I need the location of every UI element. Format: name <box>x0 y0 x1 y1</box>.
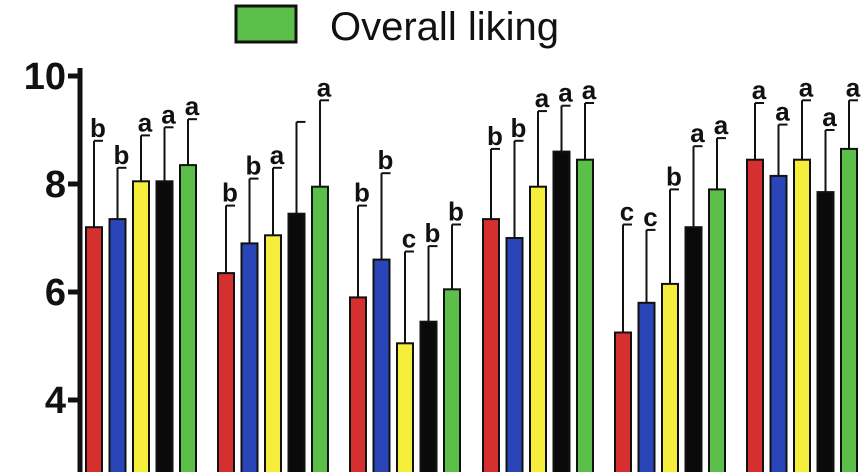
bar <box>614 331 632 472</box>
y-tick-label: 4 <box>45 380 66 422</box>
significance-letter: b <box>511 113 527 143</box>
significance-letter: c <box>643 202 657 232</box>
bar <box>155 180 174 472</box>
bar <box>793 158 811 472</box>
significance-letter: b <box>378 145 394 175</box>
significance-letter: a <box>822 102 837 132</box>
significance-letter: b <box>222 178 238 208</box>
significance-letter: b <box>448 197 464 227</box>
significance-letter: a <box>185 91 200 121</box>
bar <box>816 191 835 472</box>
significance-letter: a <box>161 99 176 129</box>
y-tick-label: 10 <box>24 56 66 98</box>
bar <box>132 180 150 472</box>
bar <box>443 288 461 472</box>
bar <box>552 150 571 472</box>
significance-letter: b <box>425 218 441 248</box>
bar <box>240 242 259 472</box>
bar <box>85 226 103 472</box>
significance-letter: a <box>535 83 550 113</box>
significance-letter: b <box>90 113 106 143</box>
significance-letter: c <box>620 197 634 227</box>
bar <box>840 147 858 472</box>
bar <box>396 342 414 472</box>
y-tick-label: 8 <box>45 164 66 206</box>
y-tick-label: 6 <box>45 272 66 314</box>
significance-letter: b <box>666 161 682 191</box>
significance-letter: a <box>752 75 767 105</box>
significance-letter: a <box>582 75 597 105</box>
significance-letter: c <box>402 224 416 254</box>
significance-letter: a <box>775 97 790 127</box>
bar <box>529 185 547 472</box>
significance-letter: a <box>799 72 814 102</box>
significance-letter: a <box>317 72 332 102</box>
significance-letter: a <box>846 72 861 102</box>
bar <box>349 296 367 472</box>
significance-letter: b <box>354 178 370 208</box>
legend-swatch <box>234 4 298 44</box>
significance-letter: a <box>690 118 705 148</box>
bar <box>217 272 235 472</box>
bar <box>108 218 127 472</box>
significance-letter: b <box>114 140 130 170</box>
significance-letter: b <box>487 121 503 151</box>
bar <box>576 158 594 472</box>
legend-label: Overall liking <box>330 5 559 49</box>
bar <box>287 212 306 472</box>
bar <box>264 234 282 472</box>
significance-letter: b <box>246 151 262 181</box>
bar <box>482 218 500 472</box>
significance-letter: a <box>714 110 729 140</box>
y-axis: 4 6 8 10 <box>24 56 83 472</box>
bar <box>505 237 524 472</box>
bar <box>684 226 703 472</box>
bar <box>661 282 679 472</box>
bar <box>708 188 726 472</box>
bar <box>372 258 391 472</box>
legend: Overall liking <box>234 4 559 49</box>
bar <box>769 174 788 472</box>
significance-letter: a <box>270 140 285 170</box>
bar <box>746 158 764 472</box>
significance-letter: a <box>558 78 573 108</box>
bar <box>311 185 329 472</box>
bar <box>179 164 197 472</box>
significance-letter: a <box>138 107 153 137</box>
bar <box>419 320 438 472</box>
bar <box>637 301 656 472</box>
